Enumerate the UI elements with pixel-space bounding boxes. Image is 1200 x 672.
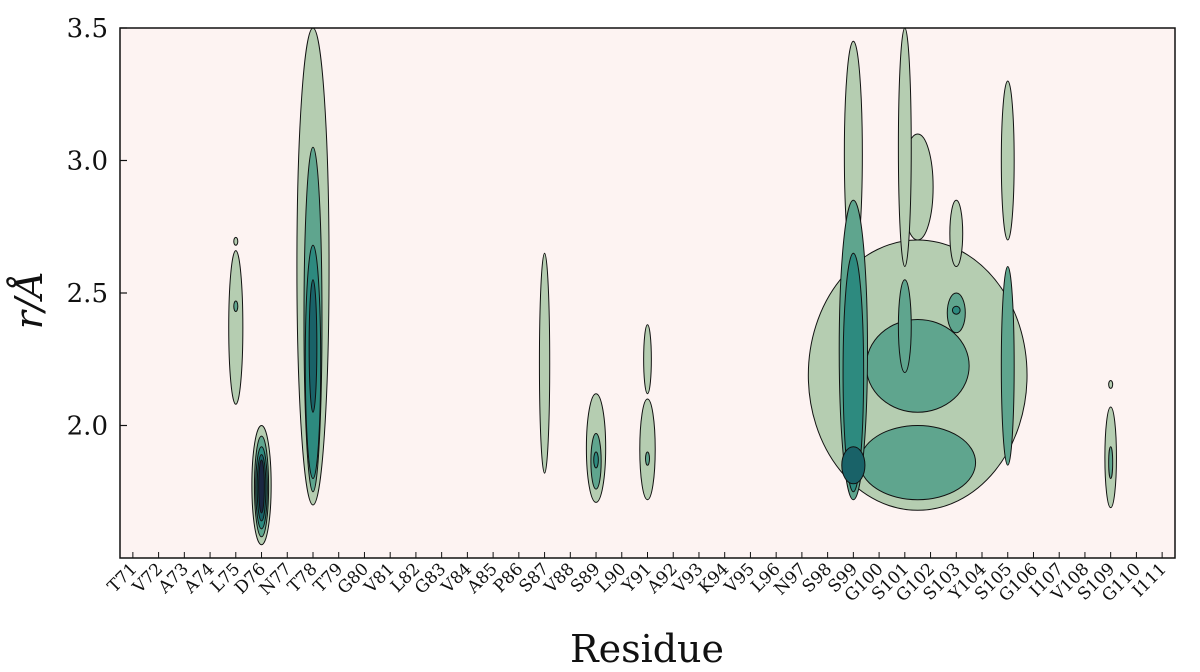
contour-level-2-s101	[897, 279, 912, 373]
y-tick-label: 2.0	[67, 412, 108, 442]
y-axis: 2.0 2.5 3.0 3.5	[67, 14, 127, 442]
contour-level-3-s103	[951, 305, 961, 315]
contour-level-2-n97-s105	[865, 319, 970, 413]
contour-level-1-y91	[643, 324, 652, 395]
contour-level-5-d76	[258, 459, 265, 514]
contour-level-1-l75	[233, 236, 239, 246]
contour-level-2-s109	[1108, 446, 1114, 480]
contour-level-1-l75	[228, 250, 244, 405]
contour-level-1-s103	[949, 199, 964, 267]
contour-level-2-y91	[645, 451, 650, 466]
contour-level-1-s109	[1108, 379, 1114, 389]
y-tick-label: 2.5	[67, 279, 108, 309]
x-axis: T71V72A73A74L75D76N77T78T79G80V81L82G83V…	[104, 552, 1171, 606]
contour-level-4-t78	[308, 279, 318, 413]
y-axis-label: r/Å	[7, 271, 51, 329]
contour-level-4-s99	[841, 446, 866, 485]
contour-level-1-s105	[1000, 80, 1015, 241]
contour-layer	[228, 27, 1117, 546]
contour-level-2-s105	[1000, 266, 1015, 466]
contour-level-1-y91	[639, 398, 656, 501]
contour-level-1-s87	[538, 252, 551, 474]
contour-level-3-s99	[842, 252, 865, 493]
y-tick-label: 3.0	[67, 147, 108, 177]
contour-level-2-n97-s105	[859, 425, 977, 501]
contour-level-1-s101	[897, 27, 912, 267]
contour-level-3-s89	[593, 451, 599, 469]
x-axis-label: Residue	[570, 627, 724, 671]
contour-level-2-l75	[233, 300, 239, 313]
y-tick-label: 3.5	[67, 14, 108, 44]
